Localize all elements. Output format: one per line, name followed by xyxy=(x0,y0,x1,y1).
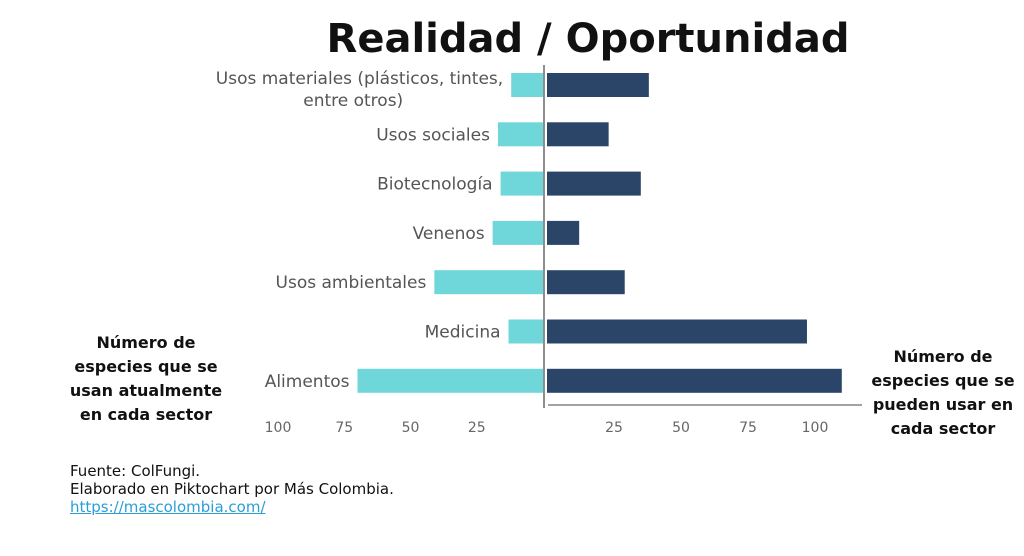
tick-labels: 100 75 50 25 25 50 75 100 xyxy=(265,420,829,436)
credit-text: Elaborado en Piktochart por Más Colombia… xyxy=(70,480,394,498)
bar-current-6 xyxy=(357,368,543,393)
category-label-4: Usos ambientales xyxy=(276,273,427,293)
right-tick-0: 25 xyxy=(605,420,623,436)
category-label-3: Venenos xyxy=(413,224,485,244)
bar-current-0 xyxy=(511,73,543,97)
source-link[interactable]: https://mascolombia.com/ xyxy=(70,498,266,516)
left-tick-1: 75 xyxy=(335,420,353,436)
category-label-0: Usos materiales (plásticos, tintes, entre… xyxy=(216,69,503,111)
left-tick-0: 100 xyxy=(265,420,292,436)
left-series-label-text: Número de especies que se usan atualmente e… xyxy=(70,333,222,424)
right-tick-2: 75 xyxy=(739,420,757,436)
category-label-6: Alimentos xyxy=(265,372,350,392)
bar-potential-5 xyxy=(547,319,807,344)
bar-current-2 xyxy=(500,171,543,196)
bar-current-1 xyxy=(497,122,543,147)
right-tick-3: 100 xyxy=(802,420,829,436)
source-text: Fuente: ColFungi. xyxy=(70,462,201,480)
right-series-label: Número de especies que se pueden usar en ca… xyxy=(871,347,1014,438)
bar-potential-6 xyxy=(547,368,842,393)
category-label-2: Biotecnología xyxy=(377,175,493,195)
axes xyxy=(543,65,862,408)
source-link-wrapper: https://mascolombia.com/ xyxy=(70,498,266,516)
bar-potential-1 xyxy=(547,122,609,147)
category-label-1: Usos sociales xyxy=(376,125,490,145)
left-bars xyxy=(357,73,543,393)
chart-title: Realidad / Oportunidad xyxy=(327,16,850,62)
left-series-label: Número de especies que se usan atualmente e… xyxy=(70,333,222,424)
bar-potential-3 xyxy=(547,220,580,245)
bar-potential-0 xyxy=(547,73,649,97)
category-label-5: Medicina xyxy=(425,323,501,343)
bar-current-4 xyxy=(434,270,543,295)
right-tick-1: 50 xyxy=(672,420,690,436)
bar-potential-4 xyxy=(547,270,625,295)
left-tick-3: 25 xyxy=(468,420,486,436)
right-series-label-text: Número de especies que se pueden usar en ca… xyxy=(871,347,1014,438)
category-labels: Usos materiales (plásticos, tintes, entre… xyxy=(216,69,503,392)
left-tick-2: 50 xyxy=(402,420,420,436)
bar-current-3 xyxy=(492,220,543,245)
right-bars xyxy=(547,73,842,393)
bar-potential-2 xyxy=(547,171,641,196)
bar-current-5 xyxy=(508,319,543,344)
